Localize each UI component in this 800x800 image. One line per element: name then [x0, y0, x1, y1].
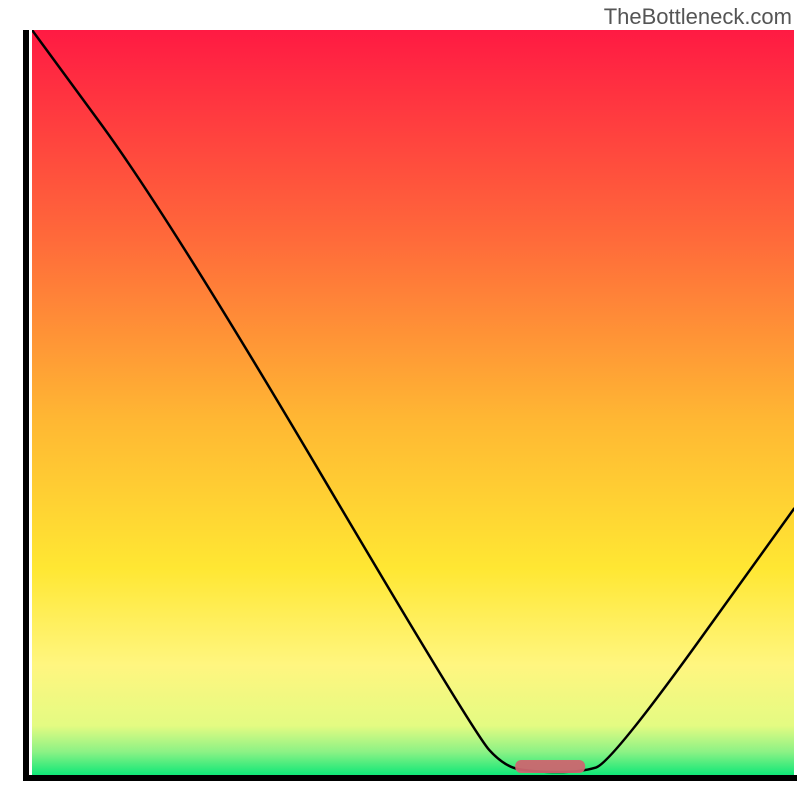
- x-axis-line: [23, 775, 797, 781]
- y-axis-line: [23, 30, 29, 781]
- optimal-range-marker: [515, 760, 585, 773]
- chart-container: TheBottleneck.com: [0, 0, 800, 800]
- watermark-text: TheBottleneck.com: [604, 4, 792, 30]
- chart-svg: [32, 30, 794, 778]
- chart-plot-area: [32, 30, 794, 778]
